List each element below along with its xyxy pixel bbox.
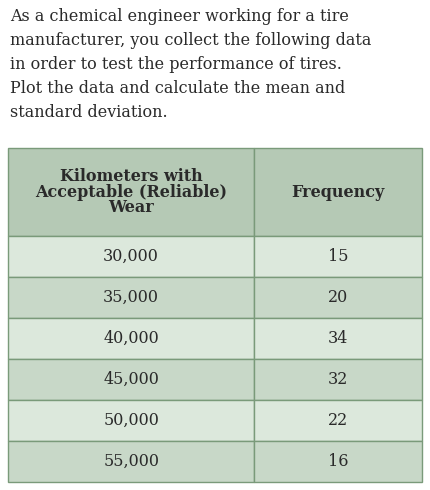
Bar bbox=[8, 400, 254, 441]
Text: Plot the data and calculate the mean and: Plot the data and calculate the mean and bbox=[10, 80, 345, 97]
Text: As a chemical engineer working for a tire: As a chemical engineer working for a tir… bbox=[10, 8, 349, 25]
Text: 22: 22 bbox=[328, 412, 348, 429]
Bar bbox=[8, 441, 254, 482]
Text: Kilometers with: Kilometers with bbox=[60, 168, 203, 185]
Bar bbox=[254, 441, 422, 482]
Text: 40,000: 40,000 bbox=[103, 330, 159, 347]
Bar bbox=[254, 148, 422, 236]
Bar bbox=[8, 236, 254, 277]
Text: 32: 32 bbox=[328, 371, 348, 388]
Bar bbox=[254, 277, 422, 318]
Text: in order to test the performance of tires.: in order to test the performance of tire… bbox=[10, 56, 342, 73]
Bar bbox=[254, 359, 422, 400]
Text: 45,000: 45,000 bbox=[103, 371, 159, 388]
Text: manufacturer, you collect the following data: manufacturer, you collect the following … bbox=[10, 32, 372, 49]
Text: standard deviation.: standard deviation. bbox=[10, 104, 168, 121]
Text: 20: 20 bbox=[328, 289, 348, 306]
Bar bbox=[254, 236, 422, 277]
Text: 16: 16 bbox=[328, 453, 348, 470]
Text: 30,000: 30,000 bbox=[103, 248, 159, 265]
Text: Frequency: Frequency bbox=[292, 183, 385, 200]
Text: 34: 34 bbox=[328, 330, 348, 347]
Bar bbox=[254, 400, 422, 441]
Text: Wear: Wear bbox=[108, 199, 154, 216]
Text: 35,000: 35,000 bbox=[103, 289, 159, 306]
Bar bbox=[8, 148, 254, 236]
Text: Acceptable (Reliable): Acceptable (Reliable) bbox=[35, 183, 227, 200]
Text: 55,000: 55,000 bbox=[103, 453, 159, 470]
Text: 15: 15 bbox=[328, 248, 348, 265]
Text: 50,000: 50,000 bbox=[103, 412, 159, 429]
Bar bbox=[8, 318, 254, 359]
Bar bbox=[8, 277, 254, 318]
Bar bbox=[8, 359, 254, 400]
Bar bbox=[254, 318, 422, 359]
